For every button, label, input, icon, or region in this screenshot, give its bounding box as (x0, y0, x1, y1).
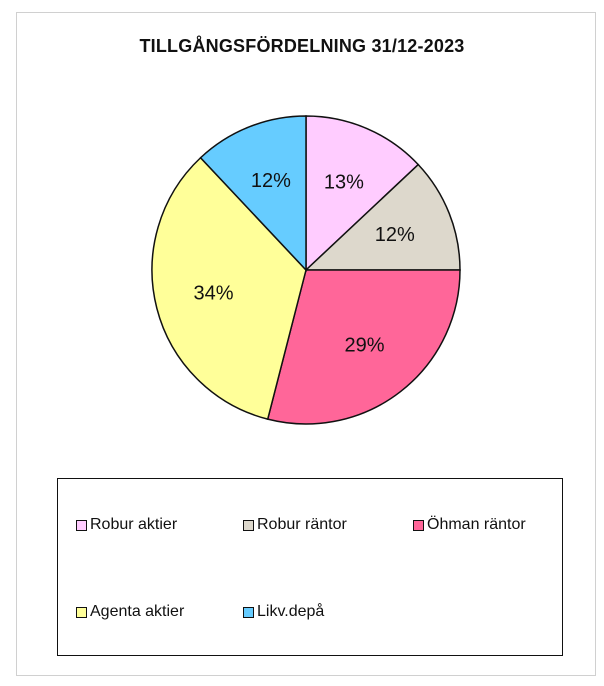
pie-chart: 13% 12% 29% 34% 12% (151, 115, 461, 425)
legend-item-likv-depa: Likv.depå (243, 603, 324, 621)
legend-label: Robur aktier (90, 516, 178, 533)
pie-label-robur-rantor: 12% (375, 224, 415, 246)
pie-label-agenta-aktier: 34% (194, 283, 234, 305)
legend-label: Agenta aktier (90, 603, 185, 620)
pie-slice-agenta-aktier (151, 156, 307, 421)
pie-label-robur-aktier: 13% (324, 171, 364, 193)
pie-label-likv-depa: 12% (251, 170, 291, 192)
legend-label: Robur räntor (257, 516, 347, 533)
pie-slice-robur-aktier (305, 115, 420, 272)
legend-swatch (243, 519, 254, 531)
pie-slice-likv-depa (199, 115, 307, 272)
legend-swatch (76, 606, 87, 618)
legend-item-ohman-rantor: Öhman räntor (413, 516, 526, 534)
legend-swatch (413, 519, 424, 531)
pie-slice-robur-rantor (304, 163, 461, 271)
legend-swatch (243, 606, 254, 618)
chart-legend: Robur aktier Robur räntor Öhman räntor A… (57, 478, 563, 656)
pie-label-ohman-rantor: 29% (345, 334, 385, 356)
legend-item-agenta-aktier: Agenta aktier (76, 603, 184, 621)
chart-title: TILLGÅNGSFÖRDELNING 31/12-2023 (139, 36, 465, 56)
legend-item-robur-aktier: Robur aktier (76, 516, 177, 534)
legend-item-robur-rantor: Robur räntor (243, 516, 347, 534)
legend-swatch (76, 519, 87, 531)
pie-slice-ohman-rantor (266, 269, 461, 425)
legend-label: Öhman räntor (427, 516, 526, 533)
legend-label: Likv.depå (257, 603, 325, 620)
